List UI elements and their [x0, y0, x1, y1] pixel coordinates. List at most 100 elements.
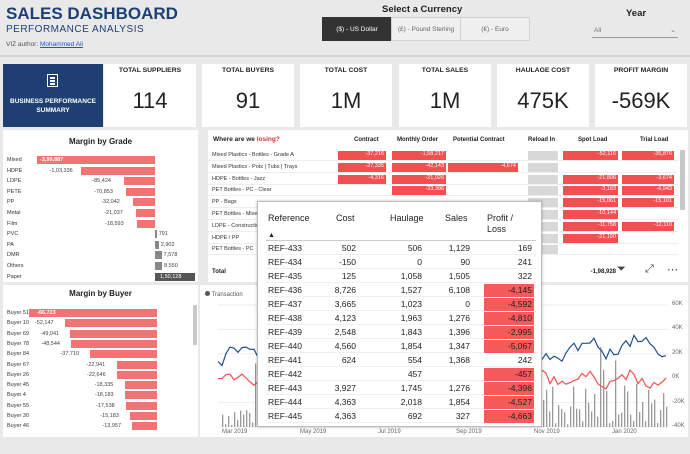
transaction-bar: [231, 425, 233, 427]
col-profit-loss[interactable]: Profit / Loss: [487, 213, 514, 234]
bar-positive[interactable]: [155, 230, 157, 239]
col-contract[interactable]: Contract: [354, 137, 379, 143]
bar-negative[interactable]: [124, 177, 155, 186]
table-row[interactable]: REF-444 4,363 2,018 1,854 -4,527: [266, 396, 536, 410]
col-reference[interactable]: Reference: [268, 213, 310, 223]
bar-negative[interactable]: [70, 329, 157, 338]
table-row[interactable]: REF-440 4,560 1,854 1,347 -5,067: [266, 340, 536, 354]
table-cell: [528, 245, 558, 255]
transaction-bar: [600, 347, 602, 427]
table-row[interactable]: PET Bottles - PC - Clear -33,396 -3,183 -6,…: [208, 185, 678, 197]
year-select-value: All: [594, 27, 602, 34]
table-row[interactable]: REF-438 4,123 1,963 1,276 -4,810: [266, 312, 536, 326]
bar-negative[interactable]: [64, 319, 157, 328]
table-row[interactable]: REF-434 -150 0 90 241: [266, 256, 536, 270]
table-row[interactable]: REF-436 8,726 1,527 6,108 -4,145: [266, 284, 536, 298]
bar-negative[interactable]: [130, 412, 157, 420]
col-cost[interactable]: Cost: [336, 213, 355, 223]
transaction-bar: [666, 406, 668, 427]
bar-negative[interactable]: [124, 381, 157, 390]
scrollbar[interactable]: [680, 150, 685, 210]
transaction-bar: [651, 403, 653, 427]
bar-negative[interactable]: [136, 209, 155, 217]
table-row[interactable]: REF-439 2,548 1,843 1,396 -2,995: [266, 326, 536, 340]
bar-value: -48,544: [41, 340, 60, 347]
table-row[interactable]: REF-437 3,665 1,023 0 -4,592: [266, 298, 536, 312]
row-label: Buyer 4: [7, 392, 26, 399]
table-cell: 327: [455, 411, 470, 421]
bar-negative[interactable]: [117, 370, 157, 379]
col-spot-load[interactable]: Spot Load: [578, 137, 608, 143]
currency-eur-button[interactable]: (€) - Euro: [460, 17, 530, 41]
currency-usd-button[interactable]: ($) - US Dollar: [322, 17, 392, 41]
bar-negative[interactable]: [71, 339, 157, 348]
table-cell: [528, 174, 558, 184]
bar-negative[interactable]: [136, 219, 155, 228]
table-row[interactable]: Mixed Plastics - Pots | Tubs | Trays -27,…: [208, 162, 678, 173]
transaction-bar: [633, 421, 635, 427]
bar-negative[interactable]: [37, 156, 155, 164]
dashboard-title: SALES DASHBOARD: [6, 4, 178, 23]
transaction-bar: [564, 412, 566, 427]
col-sales[interactable]: Sales: [445, 213, 468, 223]
bar-negative[interactable]: [132, 422, 157, 431]
bar-negative[interactable]: [133, 198, 155, 207]
margin-by-grade-panel: Margin by Grade Mixed -3,99,887 HDPE -1,03,…: [3, 130, 198, 282]
table-row[interactable]: REF-435 125 1,058 1,505 322: [266, 270, 536, 284]
bar-negative[interactable]: [90, 350, 157, 359]
table-row[interactable]: REF-442 457 -457: [266, 368, 536, 382]
table-cell: [528, 186, 558, 196]
filter-icon[interactable]: ⏷: [617, 263, 626, 275]
bar-negative[interactable]: [29, 309, 157, 317]
table-row[interactable]: REF-441 624 554 1,368 242: [266, 354, 536, 368]
kpi-label: TOTAL COST: [324, 67, 368, 74]
bar-positive[interactable]: [155, 240, 159, 249]
bar-negative[interactable]: [126, 187, 155, 196]
col-haulage[interactable]: Haulage: [390, 213, 424, 223]
transaction-bar: [588, 402, 590, 427]
table-cell: REF-436: [268, 285, 303, 295]
table-row[interactable]: REF-433 502 506 1,129 169: [266, 242, 536, 256]
matrix-total-value: -1,98,928: [590, 269, 616, 275]
table-row[interactable]: REF-445 4,363 692 327 -4,663: [266, 410, 536, 424]
currency-gbp-button[interactable]: (£) - Pound Sterling: [391, 17, 461, 41]
bar-negative[interactable]: [116, 360, 157, 369]
kpi-value: 114: [132, 88, 168, 113]
row-label: Buyer 51: [7, 310, 30, 316]
kpi-haulage-cost: HAULAGE COST 475K: [497, 64, 589, 127]
bar-negative[interactable]: [126, 401, 157, 410]
row-label: Buyer 45: [7, 382, 30, 389]
table-cell: 90: [460, 257, 470, 267]
chevron-down-icon: ⌄: [670, 27, 676, 34]
bar-positive[interactable]: [155, 251, 162, 260]
author-link[interactable]: Mohammed Ali: [39, 41, 83, 48]
col-reload-in[interactable]: Reload In: [528, 137, 556, 143]
bar-positive[interactable]: [155, 272, 195, 281]
table-row[interactable]: HDPE - Bottles - Jazz -4,316 -21,026 -21,80…: [208, 174, 678, 185]
sort-ascending-icon[interactable]: ▲: [268, 232, 275, 239]
transaction-bar: [618, 414, 620, 427]
list-item: Buyer 4 -18,183: [7, 391, 195, 400]
bar-positive[interactable]: [155, 262, 163, 270]
row-label: Film: [7, 220, 18, 227]
legend-dot-icon: [205, 291, 210, 296]
more-options-icon[interactable]: ⋯: [667, 264, 678, 276]
bar-negative[interactable]: [81, 166, 155, 175]
bar-value: -15,183: [100, 413, 119, 419]
scrollbar[interactable]: [193, 305, 197, 345]
profit-loss-cell: -457: [484, 368, 534, 381]
col-potential-contract[interactable]: Potential Contract: [453, 137, 505, 143]
bar-negative[interactable]: [124, 391, 157, 400]
transaction-bar: [654, 399, 656, 427]
author-credit: VIZ author: Mohammed Ali: [6, 41, 83, 48]
table-row[interactable]: Mixed Plastics - Bottles - Grade A -37,21…: [208, 150, 678, 161]
year-select[interactable]: All ⌄: [592, 22, 678, 38]
col-trial-load[interactable]: Trial Load: [640, 137, 669, 143]
transaction-bar: [648, 389, 650, 427]
table-cell: 457: [407, 369, 422, 379]
table-cell: 2,548: [334, 327, 356, 337]
transaction-bar: [642, 401, 644, 427]
focus-mode-icon[interactable]: ⤢: [645, 263, 654, 275]
table-row[interactable]: REF-443 3,927 1,745 1,276 -4,396: [266, 382, 536, 396]
col-monthly-order[interactable]: Monthly Order: [397, 137, 439, 143]
